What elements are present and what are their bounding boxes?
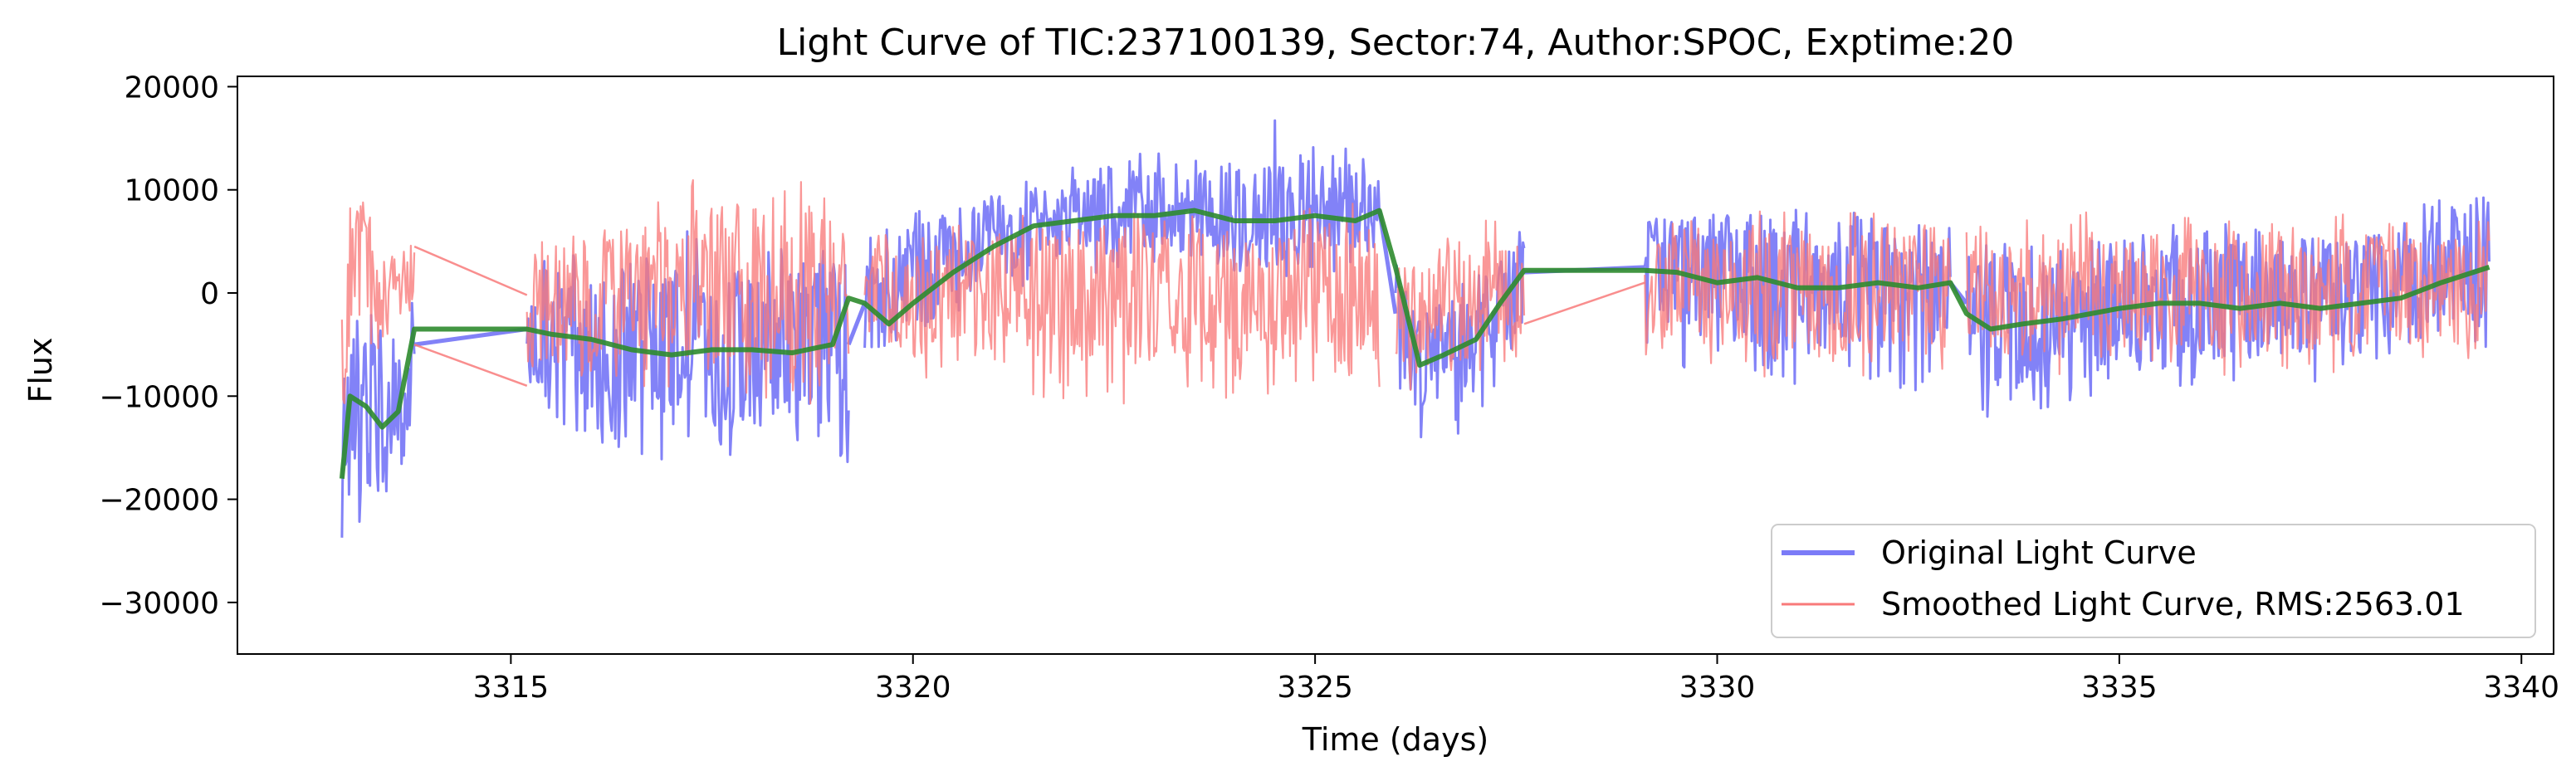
chart-title: Light Curve of TIC:237100139, Sector:74,… <box>777 22 2015 64</box>
series-1-gap-line-1 <box>413 343 528 388</box>
x-axis-ticks: 3315 3320 3325 3330 3335 3340 <box>473 654 2559 705</box>
x-tick-label: 3330 <box>1679 671 1756 705</box>
legend-box <box>1771 524 2536 638</box>
series-0-segment-4 <box>1643 208 1952 392</box>
y-tick-label: −20000 <box>99 484 219 518</box>
plot-frame <box>237 76 2554 655</box>
legend-label-original: Original Light Curve <box>1881 534 2197 571</box>
y-tick-label: −30000 <box>99 587 219 621</box>
series-layer <box>339 119 2490 538</box>
series-2-trend-line <box>339 207 2490 479</box>
legend: Original Light Curve Smoothed Light Curv… <box>1771 524 2536 638</box>
series-0-gap-line-0 <box>413 327 528 347</box>
x-tick-label: 3315 <box>473 671 550 705</box>
series-1-segment-4 <box>1644 210 1952 378</box>
series-0-gap-line-1 <box>846 302 867 346</box>
y-tick-label: 0 <box>200 277 219 311</box>
y-tick-label: −10000 <box>99 380 219 414</box>
legend-label-smoothed: Smoothed Light Curve, RMS:2563.01 <box>1881 586 2465 622</box>
series-0-segment-0 <box>340 301 416 538</box>
x-axis-label: Time (days) <box>1302 721 1488 758</box>
y-axis-ticks: −30000 −20000 −10000 0 10000 20000 <box>99 71 237 621</box>
series-1-gap-line-2 <box>1523 281 1645 325</box>
series-1-gap-line-0 <box>413 245 528 296</box>
y-tick-label: 20000 <box>124 71 219 105</box>
series-1-segment-0 <box>340 201 416 404</box>
series-1-segment-2 <box>863 203 1381 405</box>
x-tick-label: 3325 <box>1277 671 1353 705</box>
x-tick-label: 3335 <box>2081 671 2158 705</box>
plot-area <box>339 119 2490 538</box>
y-tick-label: 10000 <box>124 174 219 208</box>
series-1-segment-1 <box>525 178 850 405</box>
y-axis-label: Flux <box>22 338 59 403</box>
series-1-segment-5 <box>1965 211 2490 376</box>
series-1-band <box>340 178 2490 405</box>
x-tick-label: 3320 <box>875 671 951 705</box>
x-tick-label: 3340 <box>2483 671 2559 705</box>
